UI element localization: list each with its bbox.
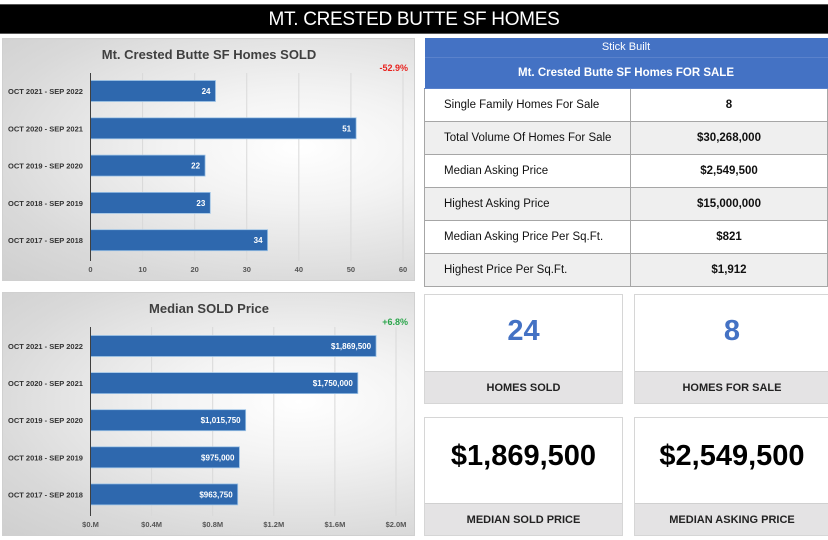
bar <box>90 80 216 102</box>
kpi-homes-sold: 24 HOMES SOLD <box>424 294 623 404</box>
category-label: OCT 2021 - SEP 2022 <box>8 87 83 96</box>
table-header-stick-built: Stick Built <box>424 38 828 58</box>
x-tick-label: 30 <box>243 265 251 274</box>
category-label: OCT 2019 - SEP 2020 <box>8 416 83 425</box>
row-label: Highest Price Per Sq.Ft. <box>424 252 631 287</box>
table-row: Median Asking Price Per Sq.Ft. $821 <box>424 219 828 254</box>
row-label: Median Asking Price <box>424 153 631 188</box>
x-tick-label: $1.6M <box>324 520 345 529</box>
kpi-value: $1,869,500 <box>450 440 597 472</box>
table-row: Highest Asking Price $15,000,000 <box>424 186 828 221</box>
bar <box>90 117 357 140</box>
change-percent-label: +6.8% <box>382 317 408 327</box>
x-tick-label: $1.2M <box>263 520 284 529</box>
table-row: Median Asking Price $2,549,500 <box>424 153 828 188</box>
bar-value-label: 34 <box>254 236 263 245</box>
table-header-for-sale: Mt. Crested Butte SF Homes FOR SALE <box>424 57 828 89</box>
change-percent-label: -52.9% <box>379 63 408 73</box>
x-tick-label: 20 <box>190 265 198 274</box>
category-label: OCT 2019 - SEP 2020 <box>8 162 83 171</box>
chart-title: Median SOLD Price <box>149 301 269 316</box>
kpi-median-sold-price: $1,869,500 MEDIAN SOLD PRICE <box>424 417 623 536</box>
kpi-value: 24 <box>507 315 540 347</box>
row-value: 8 <box>630 87 828 122</box>
bar-value-label: 51 <box>342 124 351 133</box>
x-tick-label: 10 <box>138 265 146 274</box>
bar-value-label: $963,750 <box>199 490 233 499</box>
x-tick-label: 60 <box>399 265 407 274</box>
kpi-label: HOMES FOR SALE <box>635 371 828 403</box>
category-label: OCT 2017 - SEP 2018 <box>8 490 83 499</box>
bar-value-label: 23 <box>196 199 205 208</box>
bar <box>90 154 206 177</box>
kpi-label: MEDIAN ASKING PRICE <box>635 503 828 535</box>
for-sale-table: Stick Built Mt. Crested Butte SF Homes F… <box>424 38 828 287</box>
kpi-label: HOMES SOLD <box>425 371 622 403</box>
bar-value-label: $1,015,750 <box>201 416 242 425</box>
row-label: Total Volume Of Homes For Sale <box>424 120 631 155</box>
row-value: $2,549,500 <box>630 153 828 188</box>
table-row: Total Volume Of Homes For Sale $30,268,0… <box>424 120 828 155</box>
x-tick-label: 50 <box>347 265 355 274</box>
row-label: Median Asking Price Per Sq.Ft. <box>424 219 631 254</box>
homes-sold-chart-svg: Mt. Crested Butte SF Homes SOLD -52.9% 24 O… <box>8 47 408 274</box>
homes-sold-chart: Mt. Crested Butte SF Homes SOLD -52.9% 24 O… <box>2 38 415 281</box>
bar <box>90 191 211 214</box>
row-value: $1,912 <box>630 252 828 287</box>
x-tick-label: $0.M <box>82 520 99 529</box>
bar-value-label: 24 <box>202 87 211 96</box>
kpi-homes-for-sale: 8 HOMES FOR SALE <box>634 294 828 404</box>
bar-value-label: $1,869,500 <box>331 342 372 351</box>
x-tick-label: 0 <box>88 265 92 274</box>
category-label: OCT 2018 - SEP 2019 <box>8 453 83 462</box>
row-label: Highest Asking Price <box>424 186 631 221</box>
x-tick-label: 40 <box>295 265 303 274</box>
bar-value-label: 22 <box>191 162 200 171</box>
table-row: Highest Price Per Sq.Ft. $1,912 <box>424 252 828 287</box>
chart-title: Mt. Crested Butte SF Homes SOLD <box>102 47 317 62</box>
median-sold-price-chart: Median SOLD Price +6.8% $1,869,500 OCT 2021… <box>2 292 415 536</box>
bar-value-label: $1,750,000 <box>313 379 354 388</box>
category-label: OCT 2020 - SEP 2021 <box>8 124 83 133</box>
row-value: $821 <box>630 219 828 254</box>
x-tick-label: $2.0M <box>386 520 407 529</box>
x-tick-label: $0.8M <box>202 520 223 529</box>
kpi-value: $2,549,500 <box>659 440 805 472</box>
table-row: Single Family Homes For Sale 8 <box>424 87 828 122</box>
kpi-value: 8 <box>723 315 741 347</box>
bar <box>90 229 268 252</box>
row-value: $15,000,000 <box>630 186 828 221</box>
x-tick-label: $0.4M <box>141 520 162 529</box>
row-label: Single Family Homes For Sale <box>424 87 631 122</box>
category-label: OCT 2021 - SEP 2022 <box>8 342 83 351</box>
kpi-median-asking-price: $2,549,500 MEDIAN ASKING PRICE <box>634 417 828 536</box>
page-title: MT. CRESTED BUTTE SF HOMES <box>0 4 828 34</box>
category-label: OCT 2018 - SEP 2019 <box>8 199 83 208</box>
bar-value-label: $975,000 <box>201 453 235 462</box>
category-label: OCT 2017 - SEP 2018 <box>8 236 83 245</box>
category-label: OCT 2020 - SEP 2021 <box>8 379 83 388</box>
median-sold-price-chart-svg: Median SOLD Price +6.8% $1,869,500 OCT 2021… <box>8 301 408 529</box>
row-value: $30,268,000 <box>630 120 828 155</box>
kpi-label: MEDIAN SOLD PRICE <box>425 503 622 535</box>
